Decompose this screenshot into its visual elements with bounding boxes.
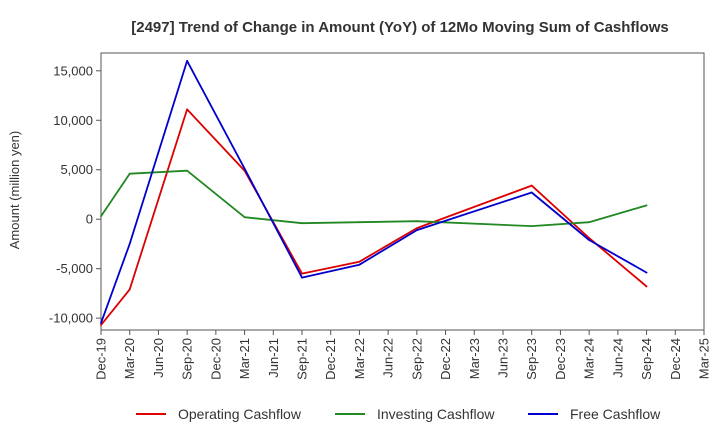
x-tick-label: Mar-25 [697,338,712,379]
series-line [100,108,648,326]
series-line [100,60,648,324]
series-free-cashflow [100,60,648,324]
x-tick-label: Sep-24 [639,338,654,380]
legend: Operating Cashflow Investing Cashflow Free… [136,406,661,422]
legend-label: Operating Cashflow [178,406,302,422]
data-point [588,221,591,224]
data-point [645,271,648,274]
data-point [186,169,189,172]
data-point [301,276,303,279]
x-tick-label: Mar-23 [467,338,482,379]
plot-frame [100,52,705,331]
legend-label: Investing Cashflow [377,406,495,422]
x-tick-label: Mar-22 [352,338,367,379]
x-tick-label: Mar-21 [237,338,252,379]
legend-item: Investing Cashflow [335,406,495,422]
y-axis-ticks: -10,000 -5,000 0 5,000 10,000 15,000 [49,63,101,326]
series-line [100,169,647,228]
x-tick-label: Jun-23 [496,338,511,378]
x-tick-label: Jun-22 [381,338,396,378]
data-point [645,204,648,207]
y-axis-label: Amount (million yen) [7,131,22,250]
data-point [128,288,131,291]
legend-label: Free Cashflow [570,406,661,422]
x-tick-label: Dec-20 [208,338,223,380]
data-point [358,260,361,263]
y-tick-label: 0 [86,212,93,227]
data-point [645,285,648,288]
x-axis-ticks: Dec-19 Mar-20 Jun-20 Sep-20 Dec-20 Mar-21 Jun-… [94,330,712,380]
data-point [100,322,102,324]
data-point [301,222,303,225]
y-tick-label: 15,000 [53,63,93,78]
data-point [243,216,246,219]
x-tick-label: Sep-23 [524,338,539,380]
legend-item: Operating Cashflow [136,406,302,422]
y-tick-label: 10,000 [53,113,93,128]
data-point [100,215,102,218]
data-point [530,225,533,228]
data-point [186,108,189,111]
series-lines [100,60,648,326]
x-tick-label: Mar-24 [582,338,597,379]
data-point [128,172,131,175]
y-tick-label: -5,000 [56,261,93,276]
data-point [530,184,533,187]
data-point [588,239,591,241]
data-point [588,237,591,239]
data-point [358,221,361,224]
data-point [415,227,418,230]
x-tick-label: Jun-20 [151,338,166,378]
y-tick-label: 5,000 [60,162,93,177]
data-point [243,167,246,170]
x-tick-label: Sep-21 [295,338,310,380]
x-tick-label: Dec-21 [323,338,338,380]
x-tick-label: Dec-19 [94,338,109,380]
data-point [186,60,189,62]
data-point [530,191,533,194]
plot-border [100,52,705,331]
y-tick-label: -10,000 [49,311,93,326]
x-tick-label: Mar-20 [122,338,137,379]
data-point [358,263,361,266]
series-investing-cashflow [100,169,648,228]
x-tick-label: Dec-22 [438,338,453,380]
legend-item: Free Cashflow [528,406,661,422]
data-point [128,243,131,245]
x-tick-label: Sep-20 [180,338,195,380]
chart-title: [2497] Trend of Change in Amount (YoY) o… [131,19,669,36]
data-point [100,324,102,326]
x-tick-label: Dec-23 [553,338,568,380]
data-point [415,229,418,231]
x-tick-label: Dec-24 [668,338,683,380]
x-tick-label: Jun-21 [266,338,281,378]
data-point [301,272,303,275]
data-point [415,220,418,223]
x-tick-label: Sep-22 [409,338,424,380]
plot-background [101,53,704,330]
x-tick-label: Jun-24 [610,338,625,378]
